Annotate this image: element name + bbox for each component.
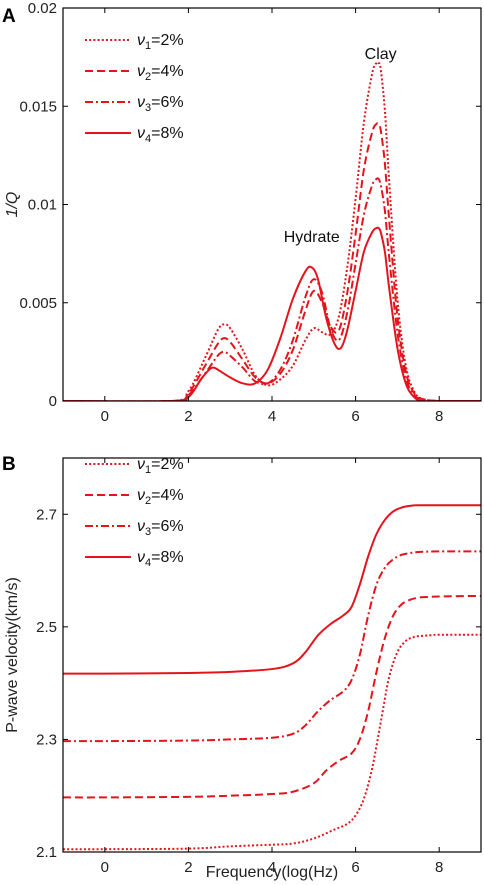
y-tick-label: 2.5 xyxy=(36,619,57,636)
series-line-2 xyxy=(63,594,481,799)
x-axis-label: Frequency(log(Hz) xyxy=(206,864,338,881)
x-tick-label: 0 xyxy=(101,859,109,876)
plot-frame xyxy=(62,7,482,402)
y-tick-label: 0.015 xyxy=(19,98,57,115)
x-tick-label: 4 xyxy=(268,859,276,876)
series-line-3 xyxy=(63,550,481,743)
legend: ν1=2% ν2=4% ν3=6% ν4=8% xyxy=(85,456,184,569)
y-axis-label: 1/Q xyxy=(4,192,21,218)
panel-letter: B xyxy=(2,454,16,475)
x-tick-label: 2 xyxy=(184,859,192,876)
x-tick-label: 6 xyxy=(351,859,359,876)
series-line-2 xyxy=(63,122,481,401)
series-line-4 xyxy=(63,226,481,401)
y-axis-label: P-wave velocity(km/s) xyxy=(4,577,21,733)
annotation-clay: Clay xyxy=(365,46,397,63)
legend-label-2: ν2=4% xyxy=(137,63,184,83)
y-tick-label: 0.02 xyxy=(28,0,57,17)
plot-frame xyxy=(62,457,482,853)
legend-label-2: ν2=4% xyxy=(137,487,184,507)
series-line-1 xyxy=(63,61,481,401)
series-line-4 xyxy=(63,504,481,675)
y-tick-label: 0.01 xyxy=(28,197,57,214)
x-tick-label: 4 xyxy=(268,408,276,425)
y-tick-label: 2.7 xyxy=(36,506,57,523)
legend: ν1=2% ν2=4% ν3=6% ν4=8% xyxy=(85,32,184,145)
x-tick-label: 8 xyxy=(435,859,443,876)
legend-label-4: ν4=8% xyxy=(137,125,184,145)
legend-label-4: ν4=8% xyxy=(137,549,184,569)
y-tick-label: 2.1 xyxy=(36,844,57,861)
y-tick-label: 2.3 xyxy=(36,731,57,748)
panel-B: 0 2 4 6 8 2.1 2.3 2.5 2.7 B P-wave velocity(km/s) F… xyxy=(2,454,482,881)
y-tick-label: 0 xyxy=(49,393,57,410)
panel-A: 0 2 4 6 8 0 0.005 0.01 0.015 0.02 A 1/Q Hydrate Clay ν… xyxy=(2,0,482,425)
series-line-3 xyxy=(63,177,481,401)
series-line-1 xyxy=(63,633,481,851)
panel-letter: A xyxy=(2,6,16,27)
y-tick-label: 0.005 xyxy=(19,295,57,312)
legend-label-1: ν1=2% xyxy=(137,32,184,52)
legend-label-1: ν1=2% xyxy=(137,456,184,476)
x-tick-label: 0 xyxy=(101,408,109,425)
x-tick-label: 6 xyxy=(351,408,359,425)
annotation-hydrate: Hydrate xyxy=(284,229,340,246)
x-tick-label: 2 xyxy=(184,408,192,425)
x-tick-label: 8 xyxy=(435,408,443,425)
legend-label-3: ν3=6% xyxy=(137,94,184,114)
legend-label-3: ν3=6% xyxy=(137,518,184,538)
